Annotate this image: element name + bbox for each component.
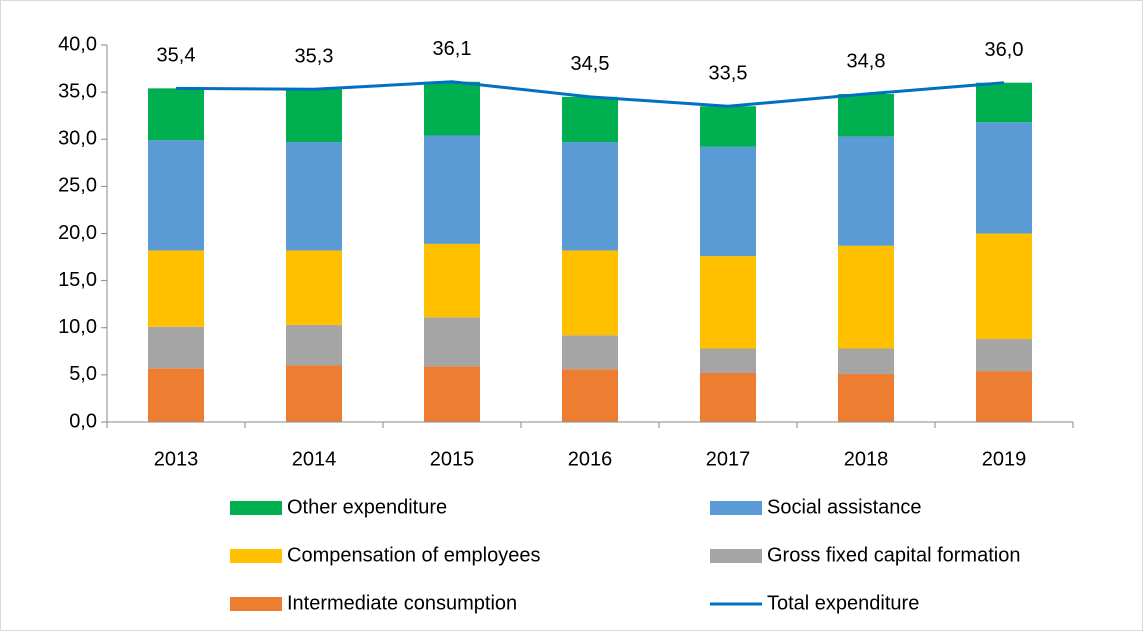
bar-segment — [562, 96, 618, 143]
bar-segment — [700, 256, 756, 349]
y-tick-label: 10,0 — [58, 316, 97, 338]
bar-segment — [838, 245, 894, 349]
bar-segment — [838, 136, 894, 246]
bar-segment — [424, 317, 480, 367]
bar-segment — [562, 335, 618, 370]
y-tick-label: 35,0 — [58, 80, 97, 102]
bar-segment — [976, 82, 1032, 123]
x-tick-label: 2015 — [430, 448, 475, 470]
bar-segment — [148, 326, 204, 369]
bar-segment — [700, 146, 756, 257]
bar-segment — [286, 142, 342, 251]
bar-segment — [700, 348, 756, 373]
total-line — [175, 80, 1005, 108]
y-tick-label: 20,0 — [58, 222, 97, 244]
data-label: 34,5 — [571, 53, 610, 75]
data-label: 35,4 — [157, 45, 196, 67]
bar-segment — [286, 250, 342, 325]
legend-swatch — [230, 501, 282, 515]
bar-segment — [838, 373, 894, 422]
data-label: 36,0 — [985, 39, 1024, 61]
data-label: 34,8 — [847, 50, 886, 72]
bar-segment — [148, 88, 204, 141]
x-tick-label: 2018 — [844, 448, 889, 470]
x-tick-label: 2019 — [982, 448, 1027, 470]
bar-segment — [976, 122, 1032, 234]
x-tick-label: 2017 — [706, 448, 751, 470]
x-tick-label: 2014 — [292, 448, 337, 470]
bar-segment — [838, 348, 894, 374]
x-tick-label: 2013 — [154, 448, 199, 470]
bar-segment — [286, 324, 342, 366]
bar-segment — [286, 89, 342, 143]
legend-label: Total expenditure — [767, 592, 919, 614]
data-label: 33,5 — [709, 63, 748, 85]
bar-segment — [838, 94, 894, 137]
bar-segment — [148, 250, 204, 327]
bar-segment — [562, 250, 618, 336]
bar-segment — [562, 369, 618, 422]
legend-label: Social assistance — [767, 496, 922, 518]
bar-segment — [562, 142, 618, 251]
y-tick-label: 25,0 — [58, 175, 97, 197]
legend-swatch — [710, 501, 762, 515]
bar-segment — [976, 233, 1032, 340]
legend-swatch — [230, 549, 282, 563]
legend-label: Other expenditure — [287, 496, 447, 518]
legend-swatch — [710, 549, 762, 563]
y-tick-label: 15,0 — [58, 269, 97, 291]
bar-segment — [700, 372, 756, 422]
legend-swatch — [230, 597, 282, 611]
bar-segment — [148, 140, 204, 251]
legend-label: Intermediate consumption — [287, 592, 517, 614]
legend-label: Gross fixed capital formation — [767, 544, 1020, 566]
bar-segment — [148, 368, 204, 422]
data-label: 36,1 — [433, 38, 472, 60]
data-label: 35,3 — [295, 46, 334, 68]
y-tick-label: 40,0 — [58, 33, 97, 55]
bar-segment — [700, 106, 756, 147]
bar-segment — [424, 135, 480, 244]
bar-segment — [976, 371, 1032, 422]
bar-segment — [976, 339, 1032, 372]
x-tick-label: 2016 — [568, 448, 613, 470]
y-tick-label: 30,0 — [58, 128, 97, 150]
bar-segment — [424, 81, 480, 136]
y-tick-label: 5,0 — [69, 363, 97, 385]
legend-label: Compensation of employees — [287, 544, 540, 566]
y-tick-label: 0,0 — [69, 410, 97, 432]
bar-segment — [424, 366, 480, 422]
bar-segment — [424, 243, 480, 318]
bar-segment — [286, 365, 342, 422]
